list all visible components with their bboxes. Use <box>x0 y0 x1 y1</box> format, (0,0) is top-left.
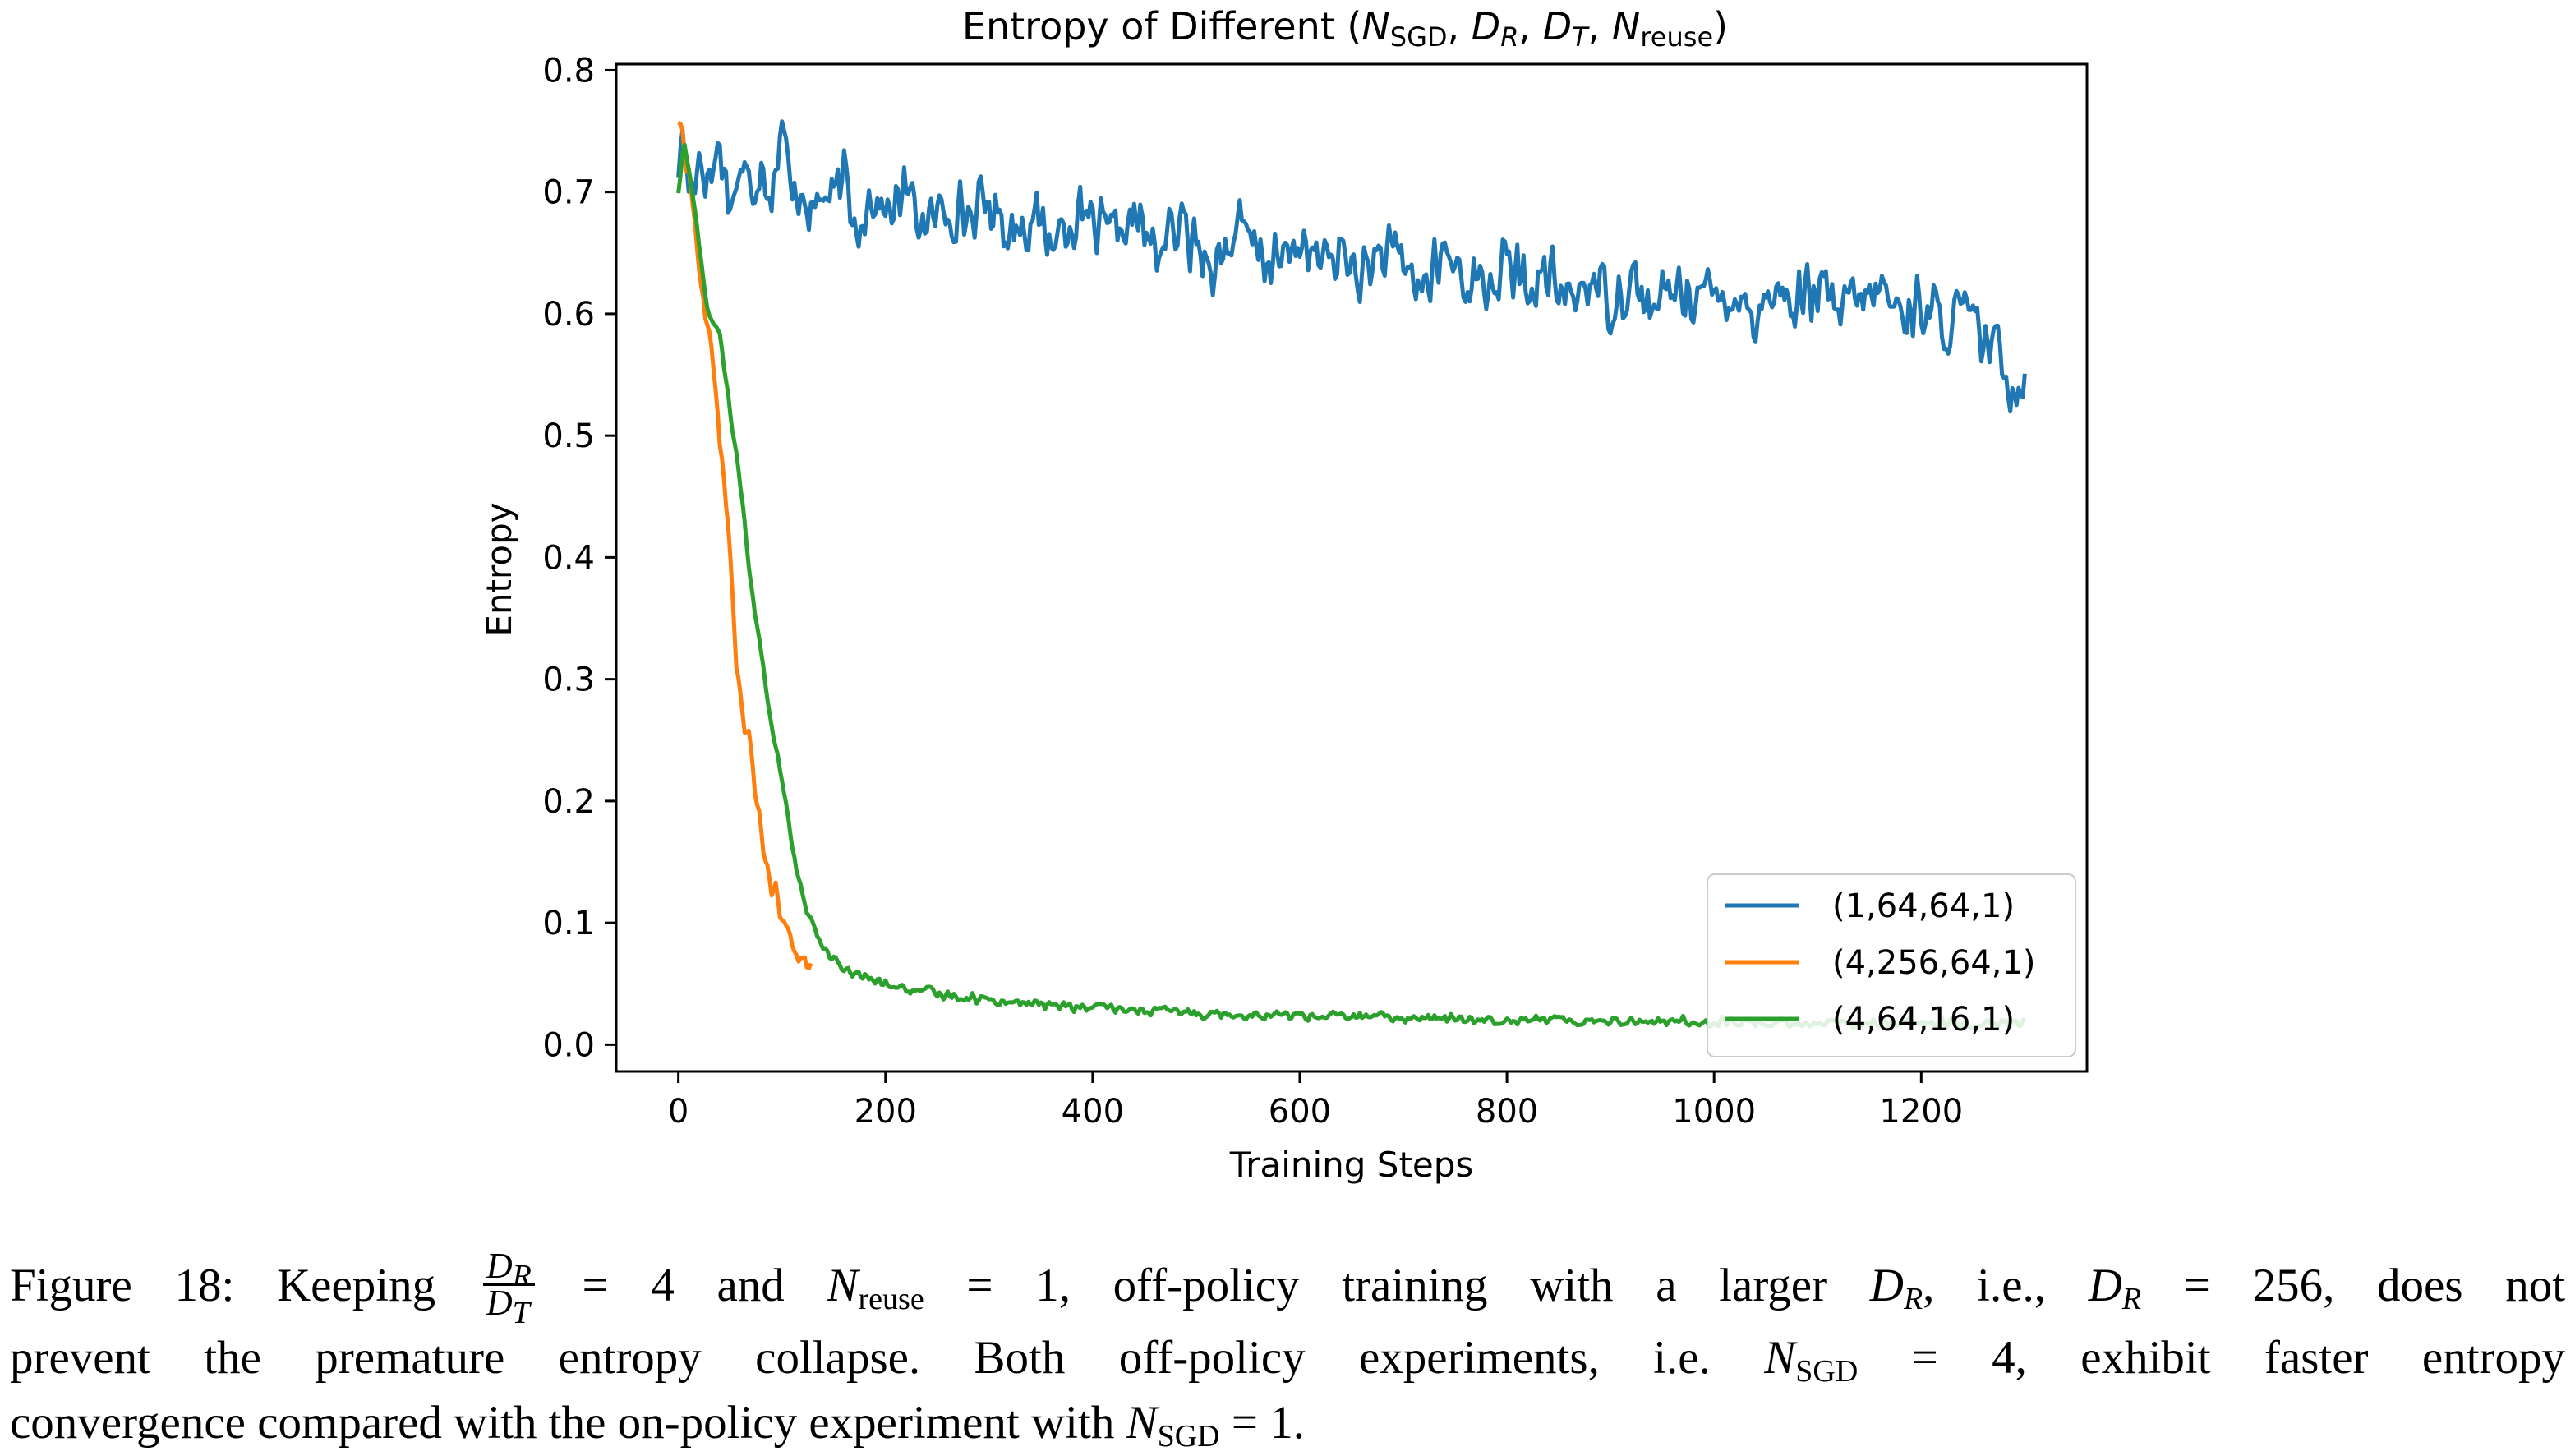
chart-title: Entropy of Different (NSGD, DR, DT, Nreu… <box>962 4 1728 53</box>
y-tick-label: 0.8 <box>542 52 595 90</box>
y-tick-label: 0.3 <box>542 661 595 699</box>
x-axis-label: Training Steps <box>1229 1145 1474 1185</box>
y-tick-label: 0.2 <box>542 783 595 821</box>
y-tick-label: 0.5 <box>542 417 595 455</box>
y-tick-label: 0.6 <box>542 296 595 334</box>
caption-line-1: Figure 18: Keeping DR DT = 4 and Nreuse =… <box>10 1246 2566 1331</box>
y-axis-label: Entropy <box>479 502 519 636</box>
title-n1-sub: SGD <box>1390 21 1448 53</box>
x-tick-label: 400 <box>1062 1093 1124 1131</box>
title-n4-sub: reuse <box>1640 21 1713 53</box>
caption-line-2: prevent the premature entropy collapse. … <box>10 1332 2566 1389</box>
x-tick-label: 200 <box>854 1093 917 1131</box>
y-tick-label: 0.7 <box>542 174 595 212</box>
title-n2: D <box>1472 4 1500 48</box>
legend-box <box>1707 873 2076 1057</box>
caption-line-3: convergence compared with the on-policy … <box>10 1397 1306 1454</box>
series-line-2 <box>677 120 813 970</box>
series-line-1 <box>676 119 2027 414</box>
legend-label-1: (1,64,64,1) <box>1832 887 2015 925</box>
caption-lead: Figure 18: Keeping <box>10 1260 436 1311</box>
legend-label-3: (4,64,16,1) <box>1832 1001 2015 1039</box>
x-tick-label: 600 <box>1269 1093 1331 1131</box>
x-tick-label: 1200 <box>1879 1093 1963 1131</box>
title-n3-sub: T <box>1572 21 1590 53</box>
title-n4: N <box>1612 4 1640 48</box>
title-n1: N <box>1361 4 1389 48</box>
caption-fraction: DR DT <box>482 1248 535 1329</box>
title-n3: D <box>1543 4 1572 48</box>
x-tick-label: 1000 <box>1672 1093 1756 1131</box>
legend: (1,64,64,1) (4,256,64,1) (4,64,16,1) <box>1707 873 2076 1057</box>
title-suffix: ) <box>1713 4 1728 48</box>
title-prefix: Entropy of Different ( <box>962 4 1361 48</box>
title-n2-sub: R <box>1500 21 1518 53</box>
y-tick-label: 0.0 <box>542 1026 595 1064</box>
figure-caption: Figure 18: Keeping DR DT = 4 and Nreuse =… <box>10 1246 2566 1455</box>
y-tick-label: 0.1 <box>542 905 595 942</box>
plot-area-frame <box>615 62 2089 1073</box>
x-tick-label: 0 <box>668 1093 689 1131</box>
x-tick-label: 800 <box>1476 1093 1538 1131</box>
y-tick-label: 0.4 <box>542 539 595 577</box>
entropy-line-chart: Entropy of Different (NSGD, DR, DT, Nreu… <box>479 4 2089 1185</box>
x-axis: 0 200 400 600 800 1000 1200 <box>668 1071 1963 1131</box>
y-axis: 0.0 0.1 0.2 0.3 0.4 0.5 0.6 0.7 0.8 <box>542 52 616 1064</box>
legend-label-2: (4,256,64,1) <box>1832 944 2036 982</box>
